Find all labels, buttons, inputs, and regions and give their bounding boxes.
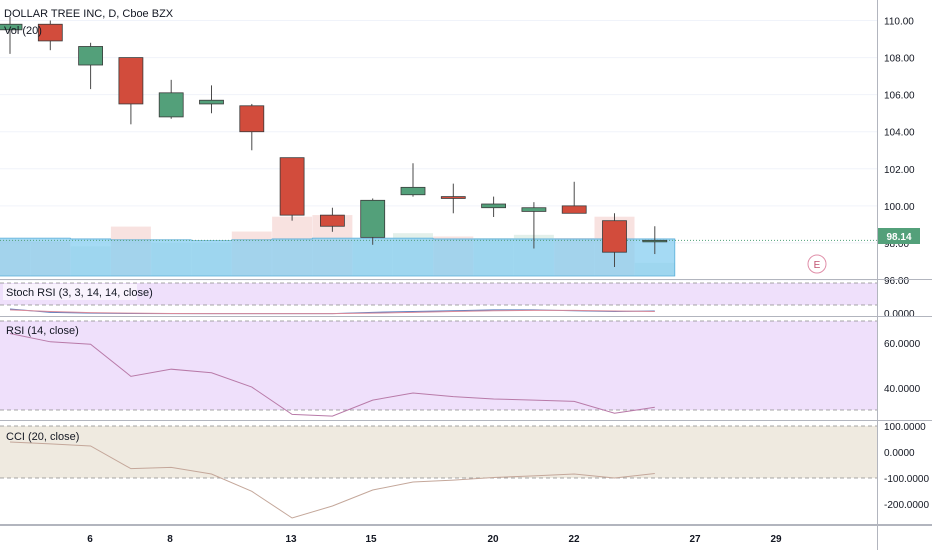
stoch-label-bg [3,284,137,300]
candle-body [440,196,466,199]
price-tick-label: 110.00 [884,17,914,28]
cci-pane[interactable]: 100.0000 0.0000 -100.0000 -200.0000 [0,422,932,525]
indicator-band [0,426,877,478]
candle-body [199,99,224,105]
indicator-line [9,309,655,315]
stoch-rsi-pane[interactable]: 0.0000 [0,282,932,320]
candle-body [561,205,587,214]
price-tick-label: 100.00 [884,202,915,213]
rsi-label: RSI (14, close) [6,325,79,337]
candle-body [400,186,426,196]
time-tick-label: 29 [770,534,782,545]
candle-body [319,214,345,227]
candle-body [0,23,23,31]
candle-body [158,92,184,118]
candle-body [642,239,668,243]
candle-body [78,46,103,66]
candle-body [481,203,507,209]
candle-body [360,199,386,238]
price-tick-label: 96.00 [884,276,909,287]
candle-body [118,57,144,105]
time-tick-label: 8 [167,534,173,545]
earnings-marker-label: E [814,260,821,271]
indicator-tick-label: -100.0000 [884,474,929,485]
candle-body [239,105,265,133]
time-tick-label: 15 [365,534,377,545]
candle-body [602,220,627,253]
price-tick-label: 108.00 [884,54,915,65]
price-tick-label: 106.00 [884,91,915,102]
time-tick-label: 22 [568,534,580,545]
indicator-tick-label: 0.0000 [884,309,915,320]
indicator-band [0,321,877,410]
cci-label: CCI (20, close) [6,431,79,443]
indicator-tick-label: -200.0000 [884,500,929,511]
indicator-line [9,441,655,519]
price-tick-label: 98.00 [884,239,909,250]
time-tick-label: 13 [285,534,297,545]
time-tick-label: 6 [87,534,93,545]
time-tick-label: 27 [689,534,701,545]
candle-body [279,157,305,216]
stoch-rsi-label: Stoch RSI (3, 3, 14, 14, close) [6,287,153,299]
candle-body [521,207,547,212]
time-axis[interactable]: 6 8 13 15 20 22 27 29 [0,525,932,546]
time-tick-label: 20 [487,534,499,545]
last-price-label: 98.14 [886,232,911,243]
symbol-title: DOLLAR TREE INC, D, Cboe BZX [4,8,174,20]
volume-label: Vol (20) [4,25,42,37]
indicator-tick-label: 60.0000 [884,339,921,350]
indicator-line [9,332,655,417]
price-tick-label: 102.00 [884,165,915,176]
earnings-marker-icon[interactable] [807,254,827,274]
indicator-tick-label: 40.0000 [884,384,921,395]
candle-body [37,23,63,42]
indicator-tick-label: 0.0000 [884,448,915,459]
indicator-tick-label: 100.0000 [884,422,926,433]
main-price-pane[interactable]: 96.00 98.00 100.00 102.00 104.00 106.00 108.00… [0,17,932,287]
rsi-pane[interactable]: 40.0000 60.0000 [0,320,932,421]
volume-ma-area [0,237,676,277]
price-tick-label: 104.00 [884,128,915,139]
last-price-badge [878,228,920,244]
price-axis[interactable] [878,0,932,550]
indicator-band [0,283,877,305]
